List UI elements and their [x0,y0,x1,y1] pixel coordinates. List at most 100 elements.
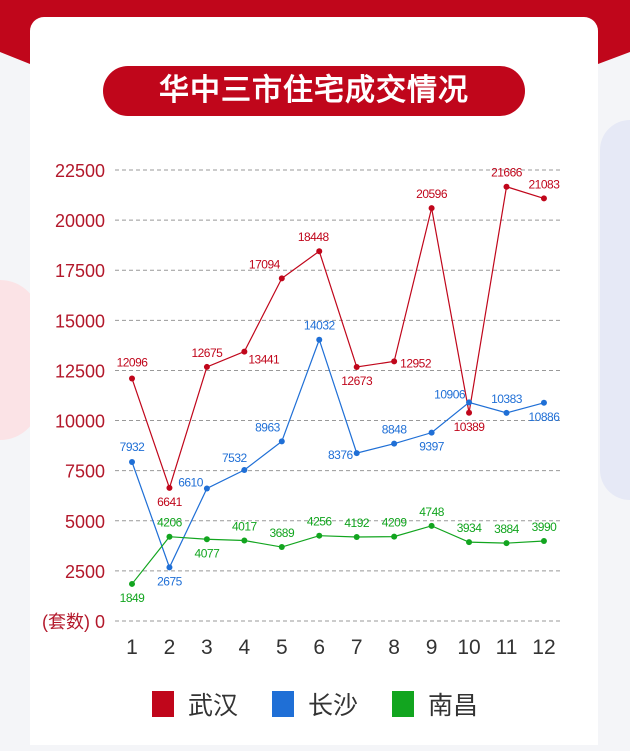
data-point [353,450,360,457]
data-label: 8963 [255,420,281,434]
data-point [391,533,398,540]
legend-swatch-changsha [271,691,294,717]
data-label: 3990 [532,520,558,534]
chart-title: 华中三市住宅成交情况 [103,66,525,116]
x-tick-label: 6 [313,636,325,659]
data-point [428,429,435,436]
data-label: 2675 [157,574,183,588]
y-tick-label: (套数) 0 [42,612,105,632]
data-label: 12096 [117,356,149,370]
data-point [353,533,360,540]
y-tick-label: 5000 [65,512,105,532]
data-label: 12952 [400,356,432,370]
y-tick-label: 2500 [65,562,105,582]
data-point [241,467,248,474]
data-point [503,183,510,190]
data-point [391,440,398,447]
series-line-2 [131,525,544,585]
y-tick-label: 20000 [55,211,105,231]
legend-label-wuhan: 武汉 [187,691,238,720]
data-label: 20596 [416,187,448,201]
data-point [316,336,323,343]
x-tick-label: 7 [351,636,363,659]
data-label: 17094 [249,257,281,271]
data-label: 4077 [195,546,221,560]
series-line-0 [131,185,545,490]
data-label: 4206 [157,516,183,530]
data-label: 10906 [434,387,466,401]
y-tick-label: 22500 [55,161,105,181]
data-point [540,399,547,406]
data-label: 1849 [120,591,146,605]
data-point [203,363,210,370]
y-tick-label: 15000 [55,311,105,331]
x-tick-label: 4 [239,636,251,659]
y-tick-label: 7500 [65,462,105,482]
data-label: 14032 [304,319,336,333]
legend-swatch-wuhan [151,691,174,717]
data-label: 4209 [382,516,408,530]
data-label: 6641 [157,495,183,509]
data-label: 3934 [457,521,483,535]
data-point [503,409,510,416]
data-point [540,195,547,202]
data-point [166,533,173,540]
legend-item-changsha: 长沙 [271,686,358,722]
decor-blob-right [600,120,630,500]
data-label: 8848 [382,423,408,437]
legend-swatch-nanchang [392,691,414,717]
series-line-1 [131,337,545,569]
legend-item-wuhan: 武汉 [151,686,238,722]
data-label: 21083 [529,177,561,191]
x-tick-label: 9 [426,636,438,659]
x-tick-label: 2 [164,636,176,659]
data-point [316,532,323,539]
x-tick-label: 1 [126,636,138,659]
data-point [241,348,248,355]
data-label: 21666 [491,166,523,180]
data-point [540,538,547,545]
x-tick-label: 12 [532,636,555,659]
data-point [129,459,135,466]
data-label: 10886 [529,410,561,424]
data-point [129,375,135,382]
y-tick-label: 10000 [55,412,105,432]
data-point [203,485,210,492]
data-label: 10389 [454,420,486,434]
data-point [391,358,398,365]
data-label: 7932 [120,440,146,454]
data-point [129,580,135,587]
data-label: 4017 [232,519,258,533]
data-point [428,205,435,212]
data-point [466,539,473,546]
x-tick-label: 8 [388,636,400,659]
data-label: 13441 [248,353,280,367]
data-label: 3884 [494,522,520,536]
data-label: 12675 [191,346,223,360]
legend-label-nanchang: 南昌 [428,691,479,720]
data-point [278,438,285,445]
chart-card [30,17,598,745]
data-point [203,536,210,543]
data-label: 3689 [269,526,295,540]
data-label: 6610 [178,476,204,490]
x-tick-label: 3 [201,636,213,659]
data-point [503,540,510,547]
data-label: 4192 [344,516,370,530]
legend: 武汉 长沙 南昌 [0,686,630,722]
data-label: 8376 [328,448,354,462]
data-point [316,248,323,255]
data-point [428,522,435,529]
data-point [241,537,248,544]
y-tick-label: 17500 [55,261,105,281]
data-label: 10383 [491,392,523,406]
data-point [466,409,473,416]
legend-label-changsha: 长沙 [307,691,358,720]
data-label: 4256 [307,515,333,529]
data-point [166,484,173,491]
x-tick-label: 11 [496,636,518,659]
data-point [166,564,173,571]
x-tick-label: 10 [457,636,480,659]
data-point [278,544,285,551]
